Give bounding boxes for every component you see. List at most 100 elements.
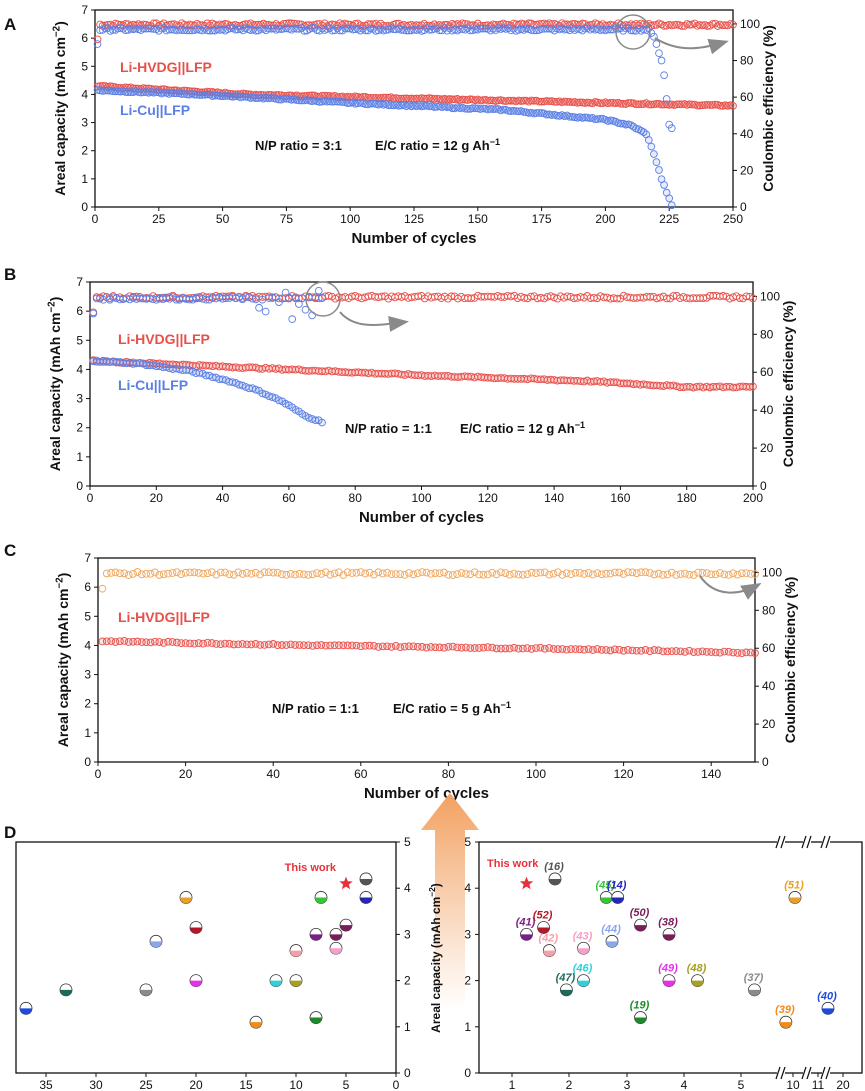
ce-point — [348, 25, 357, 34]
ce-point — [89, 309, 98, 318]
x-tick-label: 10 — [786, 1078, 800, 1091]
ec-ratio-label-exp: −1 — [490, 137, 500, 147]
ce-point — [294, 300, 303, 308]
ce-point — [660, 71, 668, 80]
ce-point — [637, 568, 645, 577]
ce-point — [440, 568, 448, 577]
this-work-label: This work — [285, 862, 337, 874]
y-right-tick-label: 40 — [740, 127, 754, 141]
ce-point — [111, 568, 120, 577]
ce-point — [445, 24, 454, 33]
y-left-tick-label: 1 — [84, 726, 91, 740]
y-left-tick-label: 2 — [84, 697, 91, 711]
point-fill — [577, 948, 590, 955]
ce-point — [261, 307, 270, 316]
ce-point — [378, 569, 387, 578]
ce-point — [558, 571, 567, 579]
ce-point — [397, 25, 406, 34]
point-fill — [520, 934, 533, 941]
ce-point — [295, 20, 304, 29]
ce-point — [660, 22, 668, 30]
ce-point — [573, 24, 582, 33]
ce-point — [581, 24, 589, 33]
ec-ratio-label: E/C ratio = 5 g Ah−1 — [393, 700, 511, 716]
ce-point — [256, 570, 264, 579]
ref-label: (47) — [556, 972, 576, 984]
capacity-point — [652, 158, 661, 166]
ce-point — [724, 571, 733, 579]
data-point — [339, 918, 353, 932]
x-tick-label: 100 — [411, 491, 431, 505]
panel-B: B0 20 40 60 80 100 120 140 160 180 200012345670204… — [4, 265, 796, 526]
ce-point — [575, 569, 584, 577]
x-tick-label: 0 — [87, 491, 94, 505]
capacity-point — [665, 194, 674, 203]
ce-point — [655, 49, 663, 58]
ce-point — [550, 26, 559, 35]
data-point — [149, 934, 163, 948]
axis-break-mark — [775, 1066, 781, 1080]
ec-ratio-label-exp: −1 — [501, 700, 511, 710]
y-right-tick-label: 0 — [740, 200, 747, 214]
y-left-tick-label: 4 — [81, 87, 88, 101]
ce-point — [400, 571, 409, 579]
data-point — [329, 928, 343, 941]
axis-break-gap — [777, 1067, 785, 1079]
ce-point — [183, 26, 191, 35]
ce-point — [186, 568, 194, 577]
data-point — [329, 941, 343, 955]
ce-point — [524, 19, 533, 28]
ce-point — [198, 26, 207, 35]
x-tick-label: 5 — [738, 1078, 745, 1091]
np-ratio-label: N/P ratio = 3:1 — [255, 138, 342, 153]
ce-point — [662, 95, 671, 103]
ce-point — [93, 40, 102, 48]
x-tick-label: 150 — [468, 212, 488, 226]
ce-point — [172, 568, 181, 577]
ce-point — [602, 569, 610, 578]
axis-break-gap — [822, 836, 830, 848]
y-axis-title-right: Areal capacity (mAh cm−2) — [427, 883, 443, 1033]
x-tick-label: 100 — [526, 767, 546, 781]
point-fill — [748, 989, 761, 996]
ce-point — [619, 570, 628, 578]
ce-point — [391, 570, 400, 578]
capacity-point — [650, 150, 658, 158]
data-point: (44) — [601, 923, 621, 948]
ref-label: (52) — [533, 909, 553, 921]
x-tick-label: 20 — [836, 1078, 850, 1091]
ce-point — [519, 570, 527, 579]
ce-point — [475, 570, 483, 579]
capacity-point — [120, 637, 129, 645]
ce-point — [308, 24, 316, 32]
ce-point — [297, 24, 306, 32]
data-point: (16) — [544, 861, 564, 886]
highlight-circle — [615, 14, 651, 50]
axis-break-mark — [801, 835, 807, 849]
ce-point — [457, 569, 466, 577]
point-fill — [691, 980, 704, 987]
ce-point — [317, 570, 326, 578]
ec-ratio-label: E/C ratio = 12 g Ah−1 — [460, 420, 585, 436]
y-left-axis-title-main: Areal capacity (mAh cm — [55, 589, 71, 748]
ce-point — [509, 24, 518, 33]
ce-point — [364, 26, 372, 35]
ce-point — [448, 571, 457, 579]
ce-point — [343, 568, 352, 577]
ec-ratio-label-main: E/C ratio = 5 g Ah — [393, 701, 501, 716]
y-tick-label: 0 — [404, 1066, 411, 1080]
ref-label: (37) — [744, 972, 764, 984]
ce-point — [613, 294, 621, 303]
ce-point — [402, 26, 411, 35]
x-tick-label: 25 — [152, 212, 166, 226]
ref-label: (50) — [630, 907, 650, 919]
ce-point — [634, 24, 643, 33]
ce-point — [427, 569, 435, 578]
point-fill — [543, 950, 556, 957]
ce-point — [374, 568, 383, 577]
ce-point — [435, 26, 444, 35]
x-tick-label: 11 — [812, 1078, 825, 1091]
x-tick-label: 20 — [189, 1078, 203, 1091]
axis-break-gap — [777, 836, 785, 848]
